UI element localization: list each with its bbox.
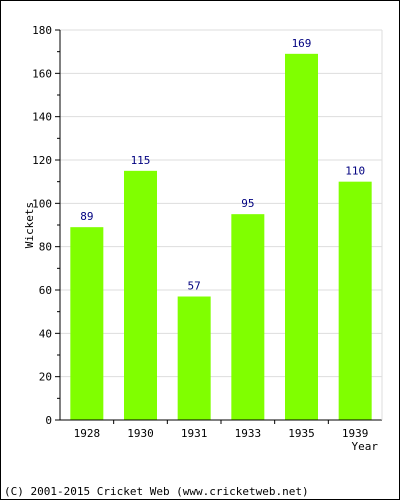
axes — [59, 30, 383, 421]
grid-lines — [60, 29, 382, 378]
x-tick-label: 1933 — [235, 427, 262, 440]
x-tick-label: 1931 — [181, 427, 208, 440]
bars — [70, 53, 372, 420]
x-axis-ticks: 1928 1930 1931 1933 1935 1939 — [74, 420, 369, 440]
bar — [70, 227, 104, 420]
y-tick-label: 0 — [45, 414, 52, 427]
y-axis-ticks: 0 20 40 60 80 100 120 140 160 180 — [32, 24, 60, 427]
y-tick-label: 60 — [39, 284, 52, 297]
x-tick-label: 1928 — [74, 427, 101, 440]
y-tick-label: 180 — [32, 24, 52, 37]
x-axis-title: Year — [352, 440, 379, 453]
bar-value-label: 110 — [345, 165, 365, 178]
bar-value-label: 169 — [292, 37, 312, 50]
y-tick-label: 120 — [32, 154, 52, 167]
bar — [338, 181, 372, 420]
data-labels: 89 115 57 95 169 110 — [80, 37, 365, 293]
y-tick-label: 100 — [32, 197, 52, 210]
y-axis-title: Wickets — [23, 202, 36, 248]
bar — [124, 170, 157, 420]
bar — [285, 53, 318, 420]
y-tick-label: 40 — [39, 327, 52, 340]
y-tick-label: 140 — [32, 111, 52, 124]
bar — [177, 296, 211, 420]
bar-value-label: 89 — [80, 210, 93, 223]
bar-value-label: 115 — [131, 154, 151, 167]
x-tick-label: 1930 — [127, 427, 154, 440]
x-tick-label: 1939 — [342, 427, 369, 440]
bar-value-label: 57 — [188, 280, 201, 293]
y-tick-label: 160 — [32, 67, 52, 80]
bar — [231, 214, 265, 420]
copyright-text: (C) 2001-2015 Cricket Web (www.cricketwe… — [4, 485, 309, 498]
x-tick-label: 1935 — [288, 427, 315, 440]
y-tick-label: 20 — [39, 371, 52, 384]
y-tick-label: 80 — [39, 241, 52, 254]
bar-value-label: 95 — [241, 197, 254, 210]
